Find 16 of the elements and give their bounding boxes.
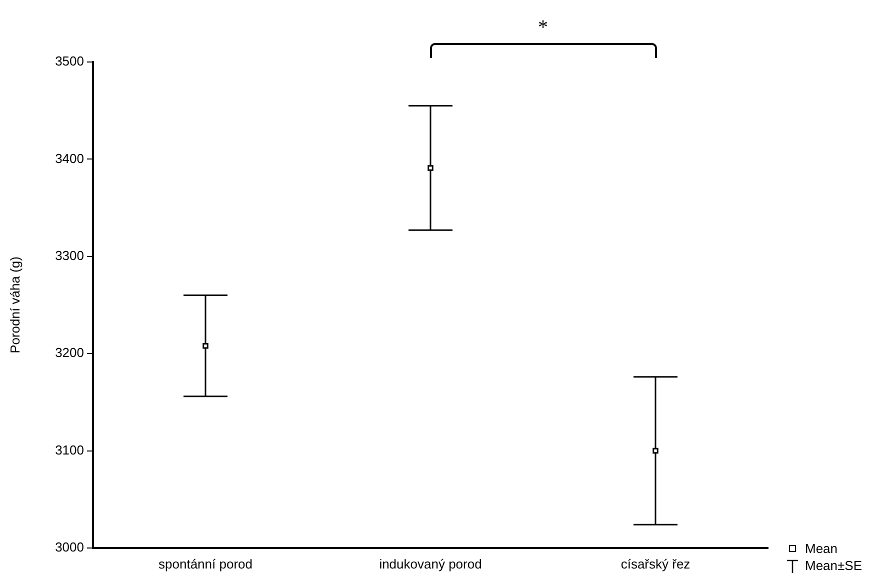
y-axis-title: Porodní váha (g) — [7, 256, 22, 354]
x-tick-label: císařský řez — [620, 556, 690, 572]
y-tick-label: 3500 — [55, 54, 84, 69]
y-tick-label: 3100 — [55, 442, 84, 458]
text: * — [538, 16, 548, 38]
legend-label: Mean — [805, 540, 838, 557]
x-tick-label: spontánní porod — [158, 556, 252, 572]
point — [428, 165, 434, 171]
y-tick-label: 3300 — [55, 248, 84, 263]
x-tick-label: indukovaný porod — [379, 556, 482, 572]
text: Mean±SE — [805, 557, 862, 574]
y-tick-label: 3400 — [55, 150, 84, 166]
y-tick-label: 3000 — [55, 540, 84, 555]
point — [202, 342, 208, 349]
y-tick-label: 3200 — [55, 345, 84, 360]
point — [652, 448, 658, 454]
